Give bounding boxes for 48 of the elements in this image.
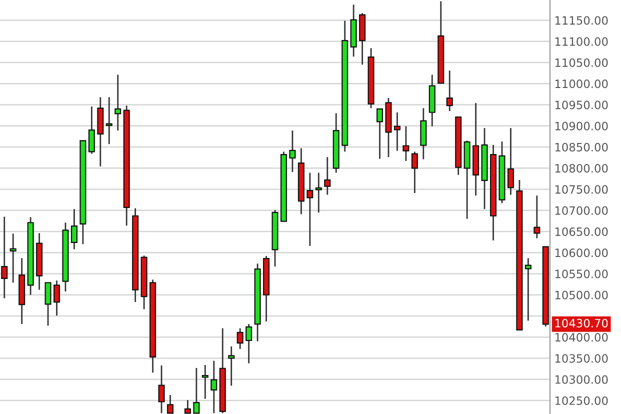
y-tick-label: 10500.00 bbox=[555, 290, 608, 300]
candlestick bbox=[534, 194, 540, 239]
candlestick bbox=[315, 172, 322, 214]
candlestick bbox=[1, 216, 8, 299]
candlestick bbox=[411, 150, 418, 194]
candlestick bbox=[210, 360, 218, 414]
candlestick bbox=[184, 399, 191, 414]
candlestick bbox=[446, 70, 453, 112]
y-tick-label: 10750.00 bbox=[555, 185, 608, 194]
candlestick bbox=[70, 208, 78, 250]
candlestick bbox=[306, 172, 314, 247]
y-tick-label: 11000.00 bbox=[555, 80, 608, 88]
candlestick bbox=[202, 364, 208, 400]
candlestick bbox=[114, 74, 122, 132]
y-tick-label: 10900.00 bbox=[555, 122, 608, 130]
candlestick bbox=[376, 108, 384, 160]
y-tick-label: 10300.00 bbox=[555, 375, 608, 384]
candlestick bbox=[394, 112, 400, 152]
y-tick-label: 10800.00 bbox=[555, 164, 608, 173]
y-tick-label: 10600.00 bbox=[555, 248, 608, 258]
y-tick-label: 10550.00 bbox=[555, 270, 608, 278]
candlestick bbox=[289, 130, 296, 173]
y-tick-label: 10350.00 bbox=[555, 354, 608, 363]
y-tick-label: 10850.00 bbox=[555, 142, 608, 152]
y-tick-label: 10250.00 bbox=[555, 396, 608, 405]
candlestick bbox=[10, 232, 16, 284]
candlestick bbox=[507, 127, 514, 196]
y-tick-label: 10650.00 bbox=[555, 227, 608, 236]
y-tick-label: 11150.00 bbox=[555, 16, 608, 25]
candlestick bbox=[158, 364, 165, 414]
y-tick-label: 11100.00 bbox=[555, 37, 608, 46]
candlestick bbox=[524, 257, 532, 322]
y-tick-label: 11050.00 bbox=[555, 58, 608, 68]
candlestick bbox=[246, 323, 252, 364]
candlestick bbox=[193, 367, 200, 414]
candlestick bbox=[228, 346, 235, 386]
candlestick bbox=[44, 282, 52, 326]
candlestick bbox=[402, 126, 410, 162]
candlestick bbox=[324, 156, 331, 196]
text: 10430.70 bbox=[555, 318, 608, 328]
candlestick bbox=[106, 96, 112, 145]
candlestick bbox=[236, 328, 244, 350]
candlestick bbox=[166, 394, 174, 414]
candlestick bbox=[53, 280, 60, 316]
y-tick-label: 10400.00 bbox=[555, 332, 608, 342]
y-tick-label: 10950.00 bbox=[555, 100, 608, 110]
y-tick-label: 10700.00 bbox=[555, 206, 608, 215]
candlestick bbox=[88, 106, 95, 154]
